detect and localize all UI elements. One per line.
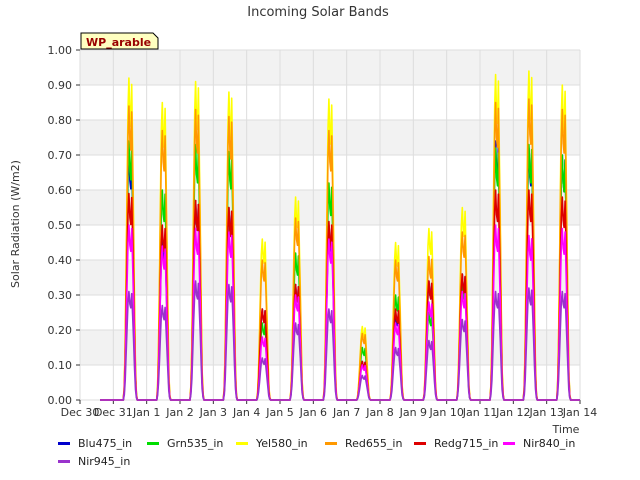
x-tick-label: Jan 8 (365, 406, 393, 419)
y-tick-label: 0.90 (48, 79, 73, 92)
legend-swatch (147, 441, 159, 445)
legend-label: Nir840_in (523, 436, 576, 450)
legend-label: Nir945_in (78, 454, 131, 468)
legend-swatch (58, 441, 70, 445)
y-tick-label: 0.40 (48, 254, 73, 267)
x-tick-label: Jan 1 (132, 406, 160, 419)
legend-label: Redg715_in (434, 436, 499, 450)
y-tick-label: 1.00 (48, 44, 73, 57)
series-line-nir945-in (100, 280, 580, 401)
y-axis-ticks: 0.00 0.10 0.20 0.30 0.40 0.50 0.60 0.70 0.80 0.90… (48, 44, 80, 407)
x-tick-label: Dec 30 (61, 406, 100, 419)
x-tick-label: Dec 31 (94, 406, 133, 419)
legend-swatch (325, 441, 337, 445)
x-tick-label: Jan 10 (428, 406, 463, 419)
x-tick-label: Jan 12 (495, 406, 530, 419)
background-band (80, 330, 580, 365)
y-tick-label: 0.30 (48, 289, 73, 302)
legend: Blu475_in Grn535_in Yel580_in Red655_in … (58, 434, 618, 470)
y-tick-label: 0.10 (48, 359, 73, 372)
legend-item: Blu475_in (58, 437, 147, 450)
legend-label: Red655_in (345, 436, 403, 450)
legend-item: Nir840_in (503, 437, 592, 450)
legend-item: Red655_in (325, 437, 414, 450)
legend-swatch (58, 459, 70, 463)
annotation-box: WP_arable (80, 32, 159, 50)
series-lines (100, 70, 580, 401)
y-axis-label: Solar Radiation (W/m2) (9, 160, 22, 288)
legend-item: Grn535_in (147, 437, 236, 450)
x-axis-label: Time (552, 423, 580, 436)
annotation-label: WP_arable (86, 36, 151, 49)
legend-row: Blu475_in Grn535_in Yel580_in Red655_in … (58, 434, 618, 452)
x-tick-label: Jan 14 (562, 406, 597, 419)
x-tick-label: Jan 4 (232, 406, 260, 419)
legend-swatch (414, 441, 426, 445)
chart-title: Incoming Solar Bands (247, 5, 389, 20)
background-band (80, 50, 580, 85)
legend-row: Nir945_in (58, 452, 618, 470)
legend-item: Nir945_in (58, 455, 147, 468)
y-tick-label: 0.00 (48, 394, 73, 407)
x-tick-label: Jan 13 (528, 406, 563, 419)
y-tick-label: 0.80 (48, 114, 73, 127)
legend-item: Yel580_in (236, 437, 325, 450)
x-tick-label: Jan 3 (199, 406, 227, 419)
background-band (80, 260, 580, 295)
legend-label: Grn535_in (167, 436, 224, 450)
y-tick-label: 0.60 (48, 184, 73, 197)
legend-label: Blu475_in (78, 436, 133, 450)
legend-swatch (503, 441, 515, 445)
x-tick-label: Jan 5 (265, 406, 293, 419)
y-tick-label: 0.70 (48, 149, 73, 162)
x-tick-label: Jan 11 (462, 406, 497, 419)
x-tick-label: Jan 9 (399, 406, 427, 419)
legend-item: Redg715_in (414, 437, 503, 450)
legend-swatch (236, 441, 248, 445)
x-tick-label: Jan 6 (299, 406, 327, 419)
grid-lines (79, 49, 581, 401)
y-tick-label: 0.50 (48, 219, 73, 232)
x-tick-label: Jan 2 (165, 406, 193, 419)
x-tick-label: Jan 7 (332, 406, 360, 419)
y-tick-label: 0.20 (48, 324, 73, 337)
legend-label: Yel580_in (256, 436, 308, 450)
